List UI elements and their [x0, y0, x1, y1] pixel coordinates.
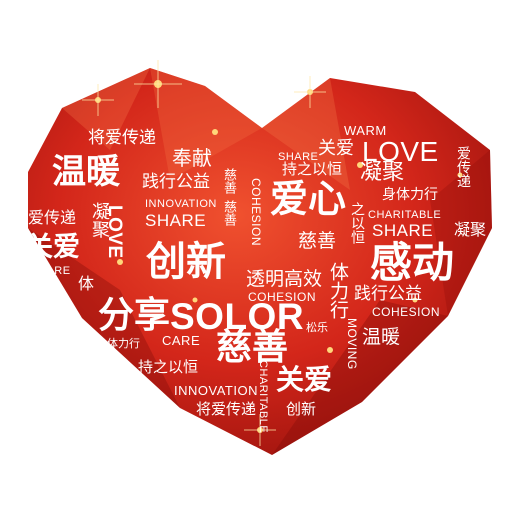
- word-ci-shan-vertical-2: 慈善: [221, 200, 236, 226]
- sparkle: [457, 172, 463, 178]
- word-guan-ai-2: 关爱: [318, 138, 354, 159]
- word-care-2: CARE: [162, 333, 201, 348]
- heart-facet: [28, 228, 180, 408]
- word-chuang-xin-2: 创新: [286, 400, 317, 418]
- word-ai-xin: 爱心: [270, 177, 347, 221]
- word-ai-chuan-di: 爱传递: [28, 208, 77, 227]
- word-innovation: INNOVATION: [145, 198, 217, 210]
- word-cohesion: COHESION: [248, 290, 317, 304]
- word-cohesion-2: COHESION: [372, 305, 441, 319]
- heart-facet: [430, 150, 492, 316]
- word-song-le: 松乐: [306, 321, 328, 334]
- word-jiang-ai-chuan-di-2: 将爱传递: [196, 400, 257, 418]
- word-ci-shan-large: 慈善: [216, 327, 289, 368]
- word-share-3: SHARE: [372, 221, 434, 240]
- heart-facet: [62, 68, 150, 150]
- word-ci-shan: 慈善: [298, 230, 337, 252]
- heart-facet: [272, 300, 448, 455]
- word-share-2: SHARE: [278, 151, 319, 163]
- word-wen-nuan: 温暖: [52, 152, 120, 192]
- sparkle-rays: [82, 60, 326, 446]
- word-chi-zhi-yi-heng: 持之以恒: [138, 358, 199, 376]
- word-fen-xiang: 分享: [98, 295, 171, 336]
- word-feng-xian: 奉献: [172, 146, 212, 170]
- sparkle: [117, 259, 123, 265]
- word-ci-shan-vertical: 慈善: [221, 168, 236, 194]
- word-guan-ai: 关爱: [26, 232, 80, 263]
- word-charitable-vertical: CHARITABLE: [257, 360, 269, 434]
- sparkle: [212, 129, 218, 135]
- heart-facet: [150, 68, 262, 180]
- word-ti-li-xing-vertical: 体力行: [327, 262, 349, 319]
- sparkle: [327, 347, 333, 353]
- sparkle: [357, 162, 363, 168]
- word-share: SHARE: [145, 211, 207, 230]
- sparkles: [95, 80, 463, 433]
- word-warm: WARM: [344, 123, 387, 138]
- word-cohesion-vertical: COHESION: [249, 178, 263, 247]
- word-moving-vertical: MOVING: [345, 318, 359, 370]
- word-chi-zhi-yi-heng-2: 持之以恒: [282, 160, 343, 178]
- word-wen-nuan-2: 温暖: [362, 326, 401, 348]
- heart-outline: [28, 68, 492, 455]
- word-solor: SOLOR: [170, 296, 305, 337]
- word-charitable: CHARITABLE: [368, 209, 442, 221]
- word-ning-ju-right: 凝聚: [454, 220, 487, 239]
- word-tou-ming-gao-xiao: 透明高效: [246, 268, 323, 290]
- word-ai-chuan-di-right-vertical: 爱传递: [455, 146, 471, 188]
- word-chuang-xin: 创新: [146, 239, 226, 285]
- word-innovation-2: INNOVATION: [174, 383, 258, 398]
- word-gan-dong: 感动: [370, 238, 455, 287]
- word-love-vertical: LOVE: [104, 205, 125, 259]
- word-jiang-ai-chuan-di: 将爱传递: [88, 128, 156, 148]
- word-jian-xing-gong-yi: 践行公益: [142, 172, 210, 192]
- word-ning-ju: 凝聚: [360, 160, 405, 185]
- word-shen-ti-li-xing-2: 身体力行: [382, 187, 438, 203]
- word-love: LOVE: [362, 136, 439, 167]
- sparkle: [192, 297, 198, 303]
- word-ning-ju-vertical: 凝聚: [89, 202, 110, 238]
- word-jian-xing-gong-yi-2: 践行公益: [354, 284, 422, 304]
- word-zhi-yi-heng-vertical: 之以恒: [349, 202, 365, 244]
- heart-facet: [262, 78, 350, 190]
- word-care: CARE: [38, 265, 71, 277]
- word-shen-ti-li-xing: 身体力行: [96, 337, 140, 350]
- word-guan-ai-3: 关爱: [276, 363, 333, 396]
- word-ti: 体: [78, 274, 95, 293]
- sparkle: [412, 297, 418, 303]
